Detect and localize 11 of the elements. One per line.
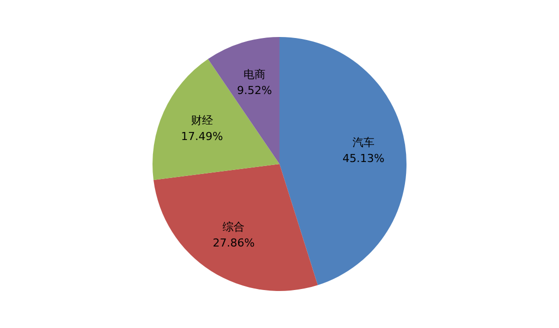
slice-label: 汽车 — [352, 136, 375, 150]
slice-label: 财经 — [191, 114, 213, 128]
data-label: 17.49% — [181, 130, 223, 144]
pie-slice — [154, 164, 318, 291]
slice-label: 综合 — [222, 220, 245, 234]
slice-label: 电商 — [243, 68, 266, 81]
data-label: 27.86% — [212, 236, 255, 250]
data-label: 9.52% — [236, 84, 272, 97]
data-label: 45.13% — [342, 152, 384, 166]
pie-slice — [280, 37, 406, 286]
pie-slice — [152, 59, 280, 180]
